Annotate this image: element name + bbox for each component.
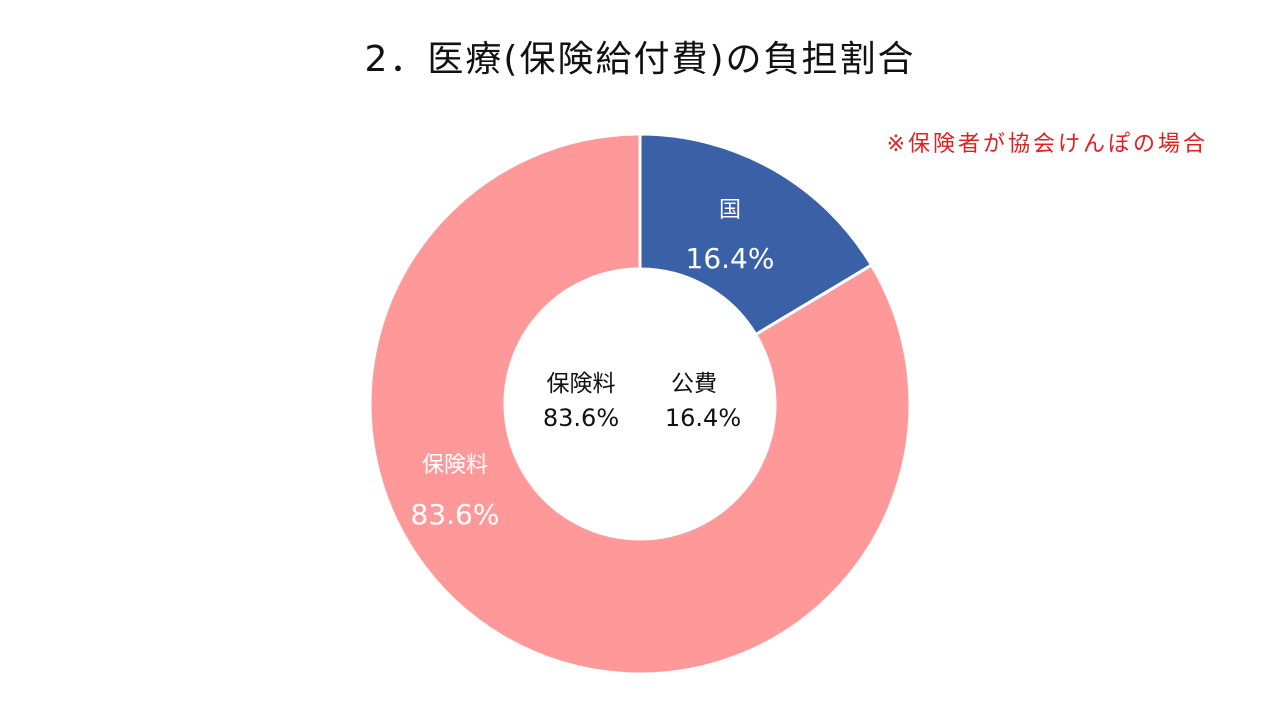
slice-value-hokenryo: 83.6% [411, 498, 500, 531]
slice-kuni [638, 132, 874, 337]
slice-value-kuni: 16.4% [686, 242, 775, 275]
chart-title: 2．医療(保険給付費)の負担割合 [364, 39, 916, 80]
chart-note: ※保険者が協会けんぽの場合 [886, 132, 1208, 157]
slice-hokenryo [368, 132, 912, 676]
center-label-hokenryo-value: 83.6% [543, 404, 619, 432]
slices-group [368, 132, 912, 676]
slice-label-kuni: 国 [719, 198, 741, 223]
center-label-hokenryo-name: 保険料 [547, 371, 616, 397]
center-label-kohi-value: 16.4% [665, 404, 741, 432]
center-label-kohi-name: 公費 [671, 371, 717, 397]
slice-label-hokenryo: 保険料 [422, 453, 488, 478]
